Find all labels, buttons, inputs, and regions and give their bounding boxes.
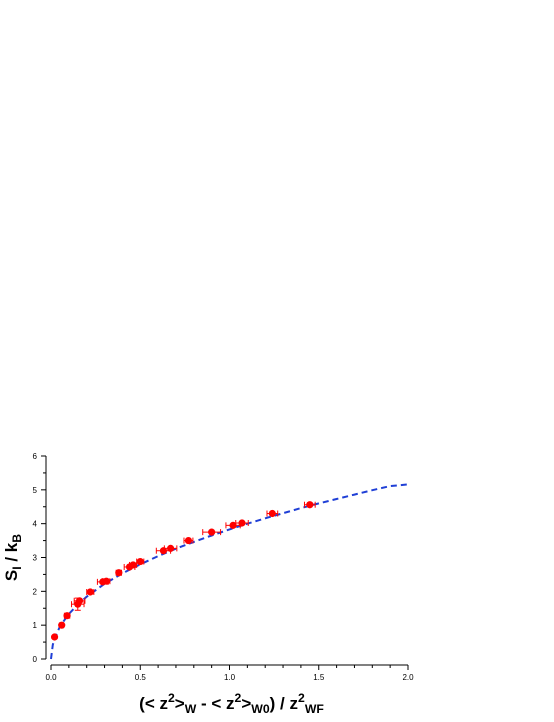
y-tick-label: 4	[33, 520, 38, 529]
data-point-marker	[208, 528, 216, 536]
x-tick-label: 1.0	[224, 673, 236, 682]
label-part: I	[10, 566, 24, 569]
x-tick-label: 2.0	[402, 673, 414, 682]
data-point-marker	[75, 597, 84, 605]
y-tick-label: 5	[33, 486, 38, 495]
label-part: B	[10, 534, 24, 543]
data-point-marker	[268, 509, 276, 518]
x-tick-label: 0.0	[45, 673, 57, 682]
y-tick-label: 6	[33, 452, 38, 461]
data-point	[86, 588, 95, 596]
data-point	[303, 501, 316, 509]
data-point-marker	[159, 547, 168, 555]
label-part: >	[175, 694, 185, 713]
data-point-marker	[86, 588, 94, 596]
data-point-marker	[50, 633, 59, 641]
data-point	[163, 544, 178, 552]
y-tick-label: 2	[33, 587, 38, 596]
label-part: 2	[235, 691, 242, 705]
y-tick-label: 0	[33, 655, 38, 664]
y-tick-label: 1	[33, 621, 38, 630]
x-tick-label: 1.5	[313, 673, 325, 682]
label-part: ) / z	[270, 694, 298, 713]
data-point	[183, 536, 194, 545]
axes: 0 1 2 3 4 5 6 0.0 0.5 1.0 1.5 2.0	[33, 452, 415, 682]
label-part: S	[2, 570, 21, 581]
label-part: 2	[168, 691, 175, 705]
label-part: WF	[305, 702, 325, 716]
label-part: - < z	[196, 694, 234, 713]
data-point	[58, 621, 66, 629]
data-point-marker	[184, 536, 193, 545]
label-part: 2	[298, 691, 305, 705]
label-part: W	[185, 702, 197, 716]
data-point-marker	[306, 501, 314, 509]
y-axis-title: SI / kB	[2, 534, 24, 581]
fit-curve-layer	[50, 483, 409, 660]
data-point	[225, 521, 241, 529]
data-point	[136, 557, 145, 566]
data-point	[50, 633, 59, 641]
x-tick-label: 0.5	[135, 673, 147, 682]
label-part: / k	[2, 542, 21, 566]
data-point-marker	[115, 569, 123, 577]
fit-curve	[50, 483, 409, 660]
data-point	[102, 577, 111, 585]
data-point-marker	[63, 612, 71, 620]
data-point	[73, 597, 86, 605]
data-point	[266, 509, 279, 518]
data-point-marker	[166, 544, 175, 552]
data-point-marker	[129, 561, 137, 569]
data-point-marker	[58, 621, 66, 629]
data-point	[115, 569, 123, 577]
data-point	[63, 612, 71, 620]
x-axis-title: (< z2>W - < z2>W0) / z2WF	[139, 691, 324, 715]
label-part: W0	[251, 702, 270, 716]
data-point	[202, 528, 222, 536]
data-point-marker	[238, 519, 246, 527]
data-point-marker	[102, 577, 110, 585]
data-point-marker	[136, 557, 144, 566]
data-point	[235, 519, 249, 527]
label-part: >	[241, 694, 251, 713]
data-points-layer	[50, 501, 316, 641]
data-point-marker	[229, 521, 237, 529]
data-point	[129, 561, 138, 569]
label-part: (< z	[139, 694, 168, 713]
y-tick-label: 3	[33, 554, 38, 563]
